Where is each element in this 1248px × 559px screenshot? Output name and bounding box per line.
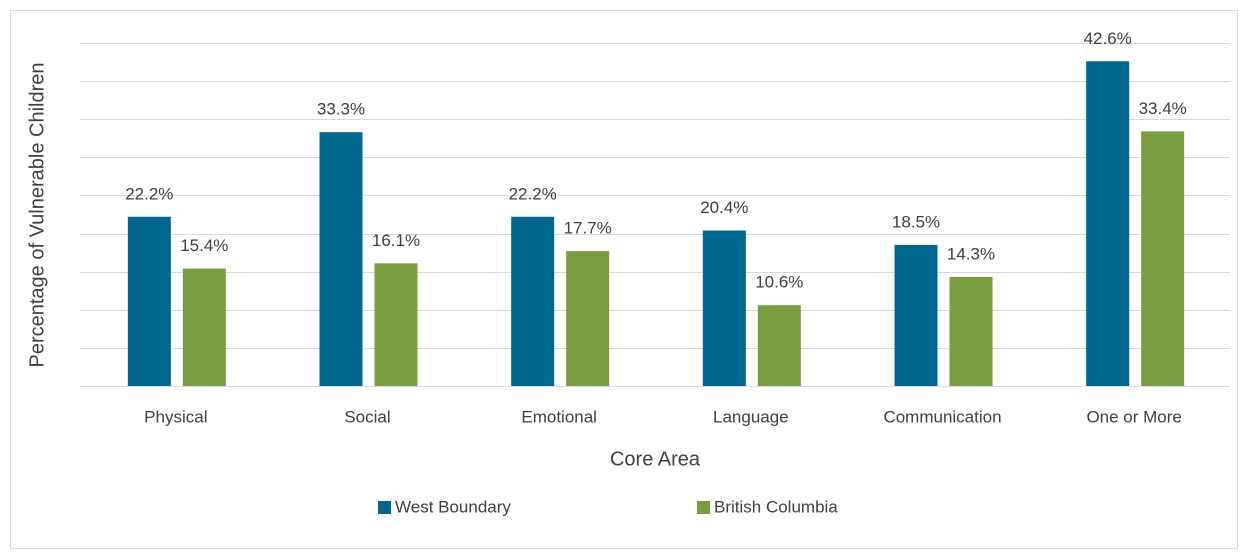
bar: [374, 263, 418, 386]
bar: [949, 277, 993, 386]
value-label: 17.7%: [564, 219, 612, 238]
bar: [511, 216, 555, 386]
bar: [127, 216, 171, 386]
legend-label: British Columbia: [714, 497, 838, 516]
value-label: 22.2%: [509, 184, 557, 203]
bar: [894, 244, 938, 386]
value-label: 33.4%: [1139, 99, 1187, 118]
legend-label: West Boundary: [395, 497, 511, 516]
value-label: 14.3%: [947, 244, 995, 263]
bar: [182, 268, 226, 386]
x-tick-label: Communication: [883, 407, 1001, 426]
x-tick-label: Language: [713, 407, 789, 426]
value-label: 22.2%: [125, 184, 173, 203]
x-tick-label: Physical: [144, 407, 207, 426]
x-tick-label: Social: [344, 407, 390, 426]
bar: [757, 305, 801, 386]
bar: [1141, 131, 1185, 386]
value-label: 42.6%: [1084, 29, 1132, 48]
value-label: 20.4%: [700, 198, 748, 217]
legend-swatch: [697, 501, 710, 514]
value-label: 15.4%: [180, 236, 228, 255]
x-tick-label: Emotional: [521, 407, 597, 426]
y-axis-title: Percentage of Vulnerable Children: [26, 62, 48, 367]
x-tick-label: One or More: [1086, 407, 1181, 426]
legend-swatch: [378, 501, 391, 514]
value-label: 33.3%: [317, 100, 365, 119]
value-label: 16.1%: [372, 231, 420, 250]
x-axis-title: Core Area: [610, 448, 701, 470]
value-label: 18.5%: [892, 212, 940, 231]
bar: [702, 230, 746, 386]
bar: [566, 251, 610, 386]
bar: [319, 132, 363, 386]
value-label: 10.6%: [755, 273, 803, 292]
bar: [1086, 61, 1130, 386]
